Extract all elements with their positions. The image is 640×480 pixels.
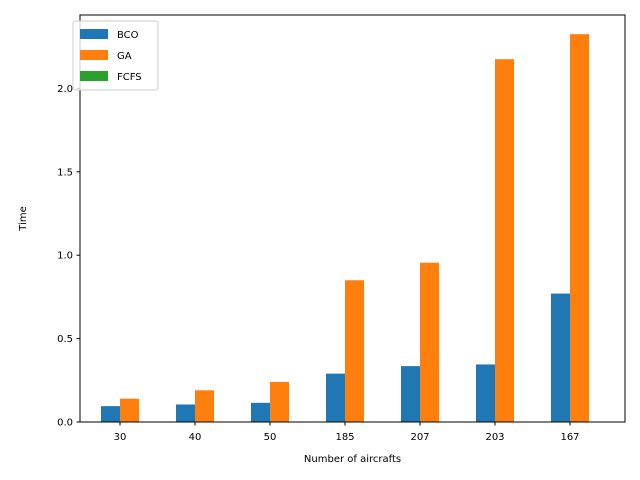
bar-bco-50 [251,402,270,422]
x-tick-label: 185 [335,432,354,443]
bar-bco-185 [326,373,345,422]
x-tick-label: 167 [560,432,579,443]
y-axis: 0.0 0.5 1.0 1.5 2.0 [57,84,80,429]
legend-swatch-bco [80,29,108,39]
bar-ga-30 [120,398,139,422]
x-tick-label: 30 [114,432,127,443]
bar-ga-203 [495,59,514,422]
plot-frame [79,14,626,423]
bar-bco-203 [476,364,495,422]
legend-swatch-ga [80,50,108,60]
bar-ga-207 [420,262,439,422]
legend-label-bco: BCO [117,30,139,41]
y-tick-label: 1.0 [57,251,73,262]
legend: BCO GA FCFS [72,20,159,91]
y-tick-label: 0.5 [57,334,73,345]
legend-label-fcfs: FCFS [117,72,142,83]
y-tick-label: 2.0 [57,84,73,95]
y-tick-label: 1.5 [57,167,73,178]
x-axis: 30 40 50 185 207 203 167 [114,422,580,443]
y-axis-label: Time [18,206,29,231]
bar-ga-185 [345,280,364,422]
legend-swatch-fcfs [80,71,108,81]
x-tick-label: 203 [485,432,504,443]
x-axis-label: Number of aircrafts [304,454,401,465]
bar-bco-30 [101,406,120,422]
bar-ga-50 [270,381,289,422]
bar-ga-167 [570,34,589,423]
x-tick-label: 207 [410,432,429,443]
bar-bco-207 [401,366,420,422]
y-tick-label: 0.0 [57,418,73,429]
legend-label-ga: GA [117,51,132,62]
x-tick-label: 50 [264,432,277,443]
bars-group [101,34,589,423]
bar-bco-40 [176,404,195,422]
bar-ga-40 [195,390,214,422]
x-tick-label: 40 [189,432,202,443]
bar-bco-167 [551,293,570,422]
